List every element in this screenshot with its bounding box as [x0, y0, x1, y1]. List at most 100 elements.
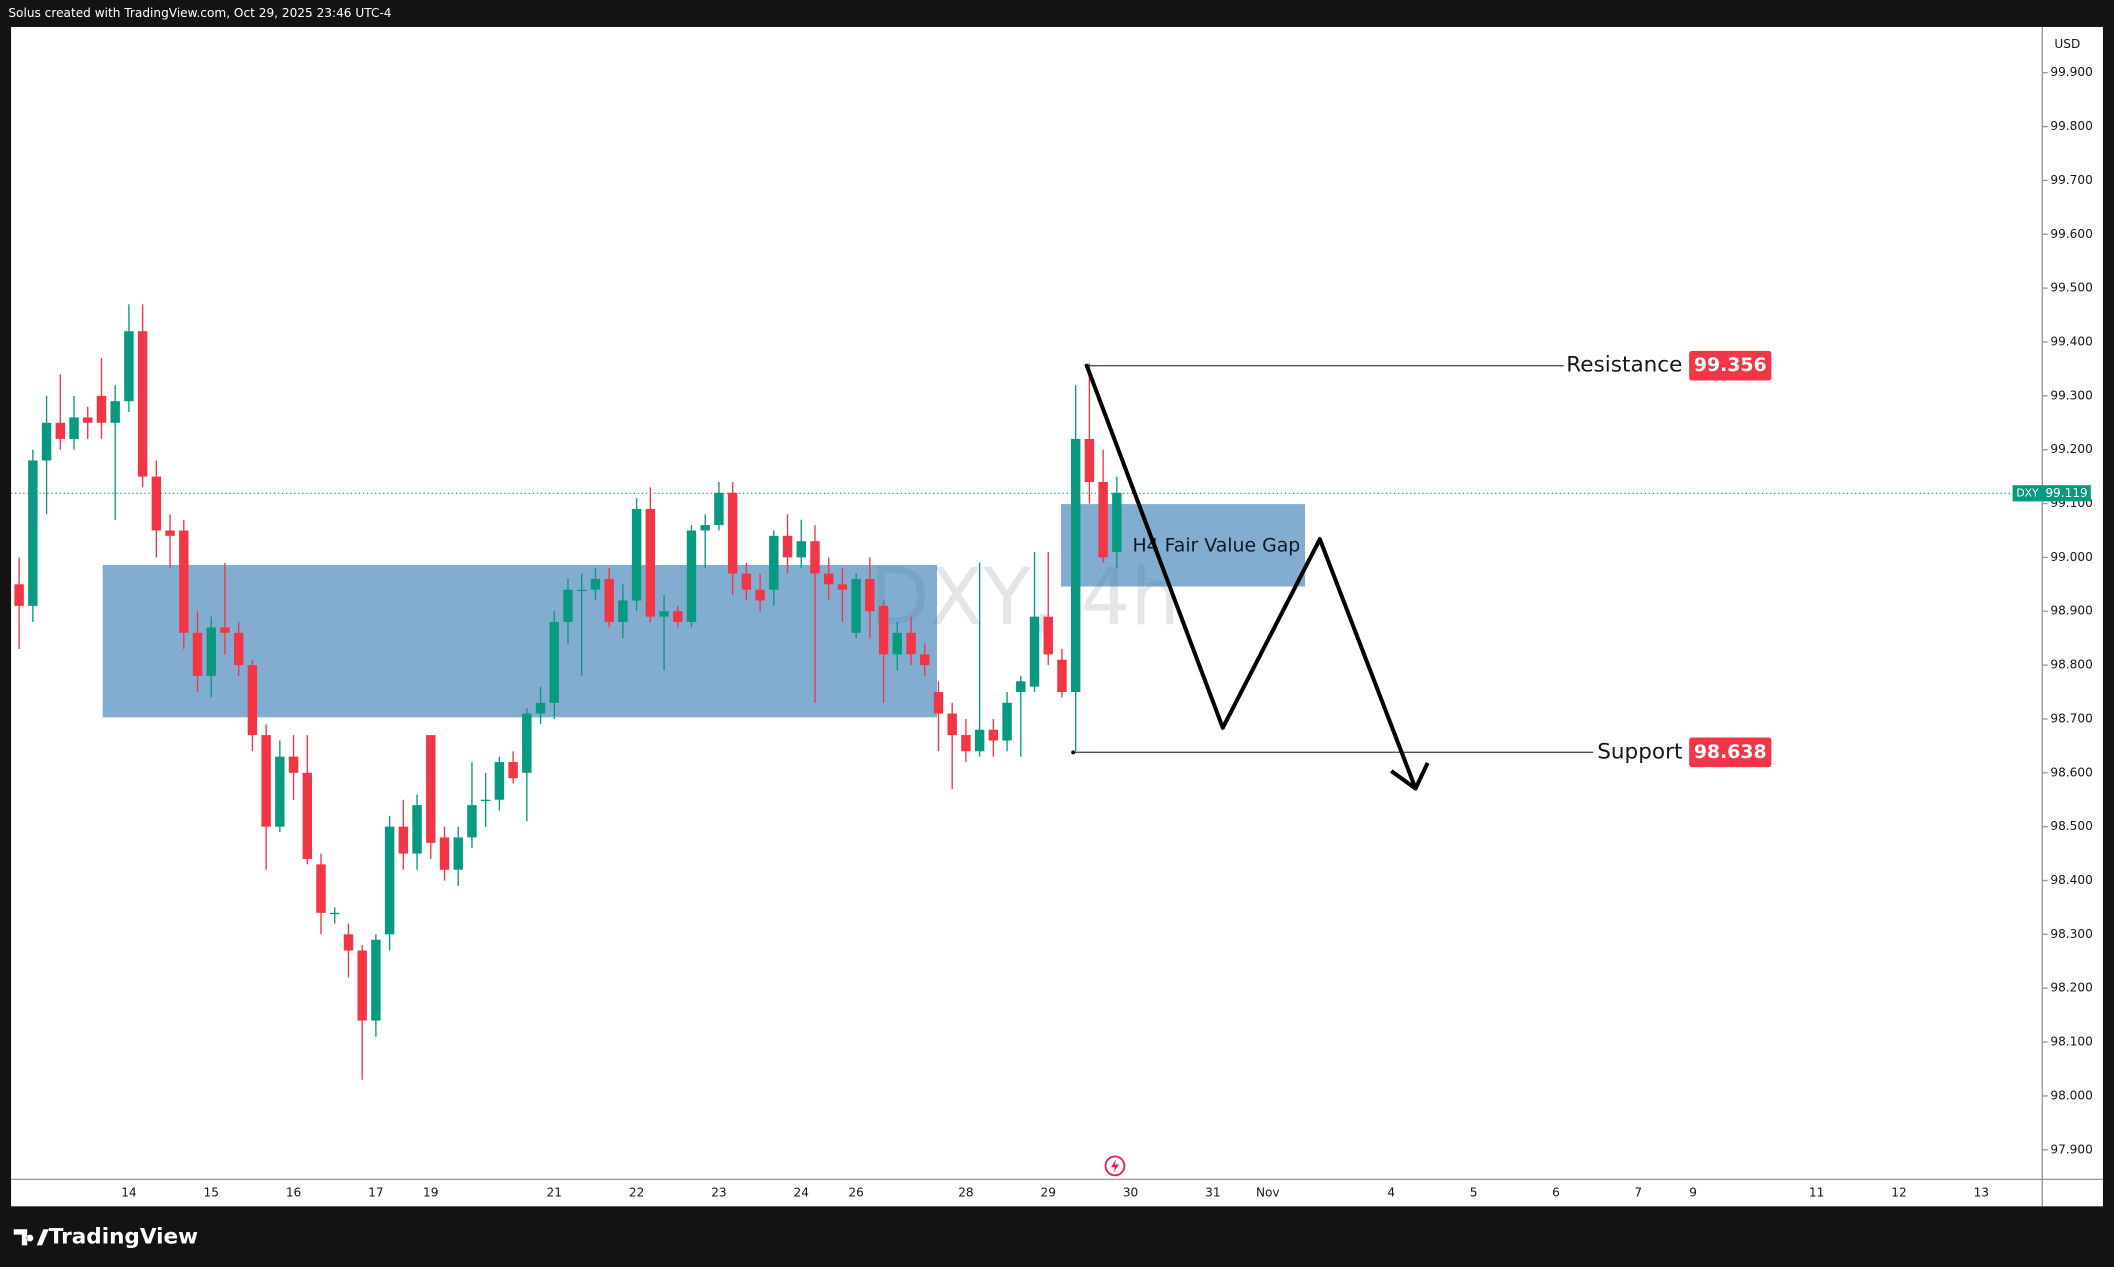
- candle-body: [96, 395, 107, 423]
- projection-path: [1084, 364, 1418, 790]
- candle-body: [1002, 702, 1012, 741]
- symbol-badge: [2012, 485, 2043, 502]
- candle-body: [782, 535, 793, 558]
- y-tick-label: 98.100: [2050, 1035, 2092, 1049]
- candle-body: [714, 492, 724, 526]
- candle-body: [508, 762, 518, 779]
- candle-body: [686, 530, 697, 623]
- x-tick-label: 11: [1809, 1185, 1824, 1199]
- candle-body: [755, 589, 765, 601]
- x-tick-label: 22: [629, 1185, 644, 1199]
- candle-body: [1057, 659, 1067, 693]
- candle-body: [316, 864, 326, 913]
- x-tick-label: 19: [423, 1185, 438, 1199]
- candle-body: [192, 632, 203, 676]
- candle-body: [618, 600, 628, 623]
- candle-body: [645, 508, 656, 617]
- logo-icon: [13, 1229, 49, 1246]
- candle-body: [933, 692, 944, 714]
- candle-body: [796, 541, 806, 558]
- candle-body: [28, 460, 38, 606]
- y-tick-label: 98.800: [2050, 658, 2092, 672]
- level-anchor: [1071, 750, 1076, 755]
- candle-body: [727, 492, 738, 574]
- x-tick-label: 30: [1123, 1185, 1138, 1199]
- event-icon: [1104, 1155, 1126, 1177]
- candle-body: [398, 826, 409, 854]
- candle-body: [1016, 681, 1026, 693]
- candle-body: [179, 530, 189, 633]
- candle-body: [137, 331, 148, 477]
- candle-body: [549, 622, 559, 703]
- candle-body: [69, 417, 79, 439]
- x-tick-label: 21: [547, 1185, 562, 1199]
- candle-body: [961, 735, 971, 752]
- zone: [102, 564, 938, 718]
- candle-body: [412, 805, 422, 854]
- x-tick-label: 7: [1634, 1185, 1642, 1199]
- candle-body: [892, 632, 903, 655]
- candle-body: [384, 826, 395, 935]
- candle-body: [55, 422, 66, 439]
- candle-body: [275, 756, 285, 827]
- plot: DXY, 4h97.90098.00098.10098.20098.30098.…: [11, 37, 2093, 1199]
- y-tick-label: 98.600: [2050, 765, 2092, 779]
- level-value: 99.356: [1694, 354, 1767, 376]
- y-tick-label: 98.500: [2050, 819, 2092, 833]
- y-tick-label: 98.400: [2050, 873, 2092, 887]
- candle-body: [659, 611, 669, 617]
- x-tick-label: 13: [1974, 1185, 1989, 1199]
- candle-body: [535, 702, 546, 714]
- candle-body: [288, 756, 299, 773]
- level-name: Support: [1597, 739, 1682, 764]
- candle-body: [920, 654, 930, 666]
- y-tick-label: 97.900: [2050, 1142, 2092, 1156]
- y-tick-label: 99.500: [2050, 281, 2092, 295]
- x-tick-label: Nov: [1256, 1185, 1280, 1199]
- candle-body: [700, 525, 710, 531]
- candle-body: [165, 530, 175, 536]
- level-badge: [1689, 737, 1772, 768]
- candle-body: [1112, 492, 1122, 553]
- x-tick-label: 31: [1205, 1185, 1220, 1199]
- x-tick-label: 15: [204, 1185, 219, 1199]
- candle-body: [330, 912, 340, 915]
- y-tick-label: 98.700: [2050, 711, 2092, 725]
- projection-arrowhead: [1390, 762, 1430, 791]
- candle-body: [1043, 616, 1053, 655]
- candle-body: [576, 589, 587, 592]
- candle-body: [988, 729, 999, 741]
- y-tick-label: 99.600: [2050, 227, 2092, 241]
- candle-body: [343, 934, 354, 951]
- x-tick-label: 14: [121, 1185, 137, 1199]
- candle-body: [371, 939, 381, 1021]
- candle-body: [206, 627, 216, 676]
- y-tick-label: 98.200: [2050, 981, 2092, 995]
- x-tick-label: 6: [1552, 1185, 1560, 1199]
- candle-body: [769, 535, 779, 590]
- level-name: Resistance: [1566, 353, 1682, 378]
- y-tick-label: 99.700: [2050, 173, 2092, 187]
- candle-body: [247, 665, 258, 736]
- zone-label: H4 Fair Value Gap: [1132, 534, 1300, 556]
- x-tick-label: 17: [368, 1185, 383, 1199]
- candle-body: [906, 632, 916, 655]
- candle-body: [426, 735, 436, 843]
- currency-label: USD: [2054, 37, 2080, 51]
- x-tick-label: 5: [1470, 1185, 1478, 1199]
- y-tick-label: 99.000: [2050, 550, 2092, 564]
- candle-body: [810, 541, 820, 574]
- candle-body: [1084, 438, 1095, 483]
- candle-body: [124, 331, 134, 402]
- candle-body: [1098, 482, 1108, 558]
- candle-body: [261, 735, 271, 827]
- candle-body: [14, 584, 24, 606]
- y-tick-label: 98.900: [2050, 604, 2092, 618]
- candle-body: [563, 589, 573, 623]
- candle-body: [494, 762, 505, 800]
- candle-body: [851, 578, 861, 633]
- candle-body: [357, 950, 367, 1021]
- candle-body: [302, 772, 313, 859]
- level-value: 98.638: [1694, 741, 1767, 763]
